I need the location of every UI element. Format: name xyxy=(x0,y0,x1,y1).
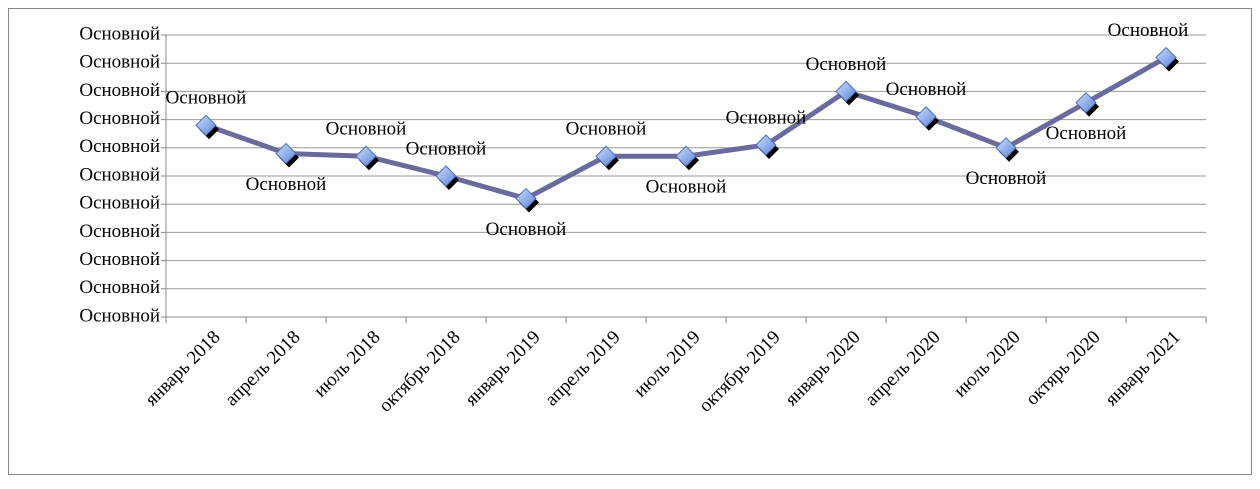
chart-frame xyxy=(8,8,1252,475)
marker xyxy=(1075,91,1097,114)
data-label: Основной xyxy=(726,107,807,128)
marker xyxy=(1155,46,1177,69)
data-label: Основной xyxy=(1046,123,1127,144)
marker xyxy=(355,145,377,167)
y-tick-label: Основной xyxy=(79,52,160,73)
y-tick-label: Основной xyxy=(79,136,160,157)
data-label: Основной xyxy=(246,174,327,195)
y-tick-label: Основной xyxy=(79,193,160,214)
y-tick-label: Основной xyxy=(79,305,160,326)
data-label: Основной xyxy=(406,138,487,159)
data-label: Основной xyxy=(566,119,647,140)
marker xyxy=(675,145,697,167)
data-label: Основной xyxy=(166,88,247,109)
data-label: Основной xyxy=(966,168,1047,189)
y-tick-label: Основной xyxy=(79,277,160,298)
data-label: Основной xyxy=(1108,20,1189,41)
marker xyxy=(435,165,457,187)
y-tick-label: Основной xyxy=(79,164,160,185)
y-tick-label: Основной xyxy=(79,108,160,129)
marker xyxy=(275,142,297,165)
marker xyxy=(515,187,537,210)
marker xyxy=(755,134,777,156)
data-label: Основной xyxy=(326,119,407,140)
y-tick-label: Основной xyxy=(79,221,160,242)
data-label: Основной xyxy=(646,177,727,198)
data-label: Основной xyxy=(806,54,887,75)
marker xyxy=(595,145,617,167)
marker xyxy=(835,80,857,103)
y-tick-label: Основной xyxy=(79,23,160,44)
y-tick-label: Основной xyxy=(79,249,160,270)
data-label: Основной xyxy=(886,79,967,100)
marker xyxy=(995,137,1017,159)
marker xyxy=(915,106,937,128)
y-tick-label: Основной xyxy=(79,80,160,101)
marker xyxy=(195,114,217,136)
data-label: Основной xyxy=(486,219,567,240)
